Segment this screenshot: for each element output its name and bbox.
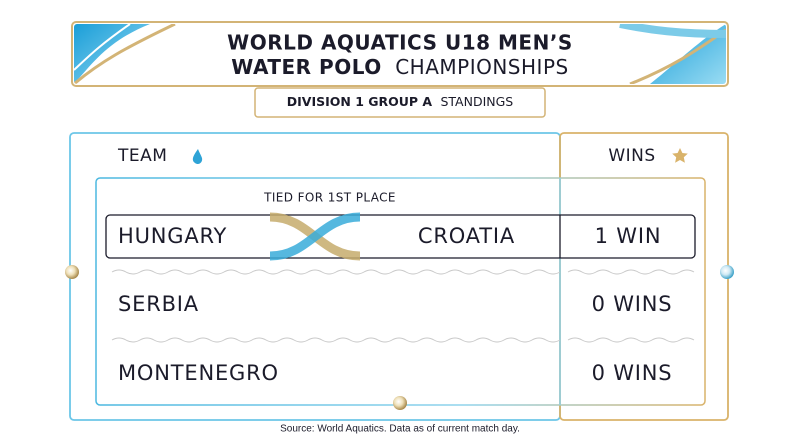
tied-row: HUNGARY CROATIA 1 WIN <box>105 212 696 261</box>
team-name: SERBIA <box>118 292 199 316</box>
tied-note: TIED FOR 1ST PLACE <box>263 191 396 205</box>
wins-header: WINS <box>608 146 655 166</box>
wave-divider <box>111 337 561 343</box>
subtitle-bold: DIVISION 1 GROUP A <box>287 94 433 109</box>
banner: WORLD AQUATICS U18 MEN’S WATER POLO CHAM… <box>71 21 729 87</box>
subtitle-text: DIVISION 1 GROUP A STANDINGS <box>287 94 514 109</box>
source-note: Source: World Aquatics. Data as of curre… <box>280 424 520 435</box>
team-name: CROATIA <box>418 224 515 248</box>
subtitle: DIVISION 1 GROUP A STANDINGS <box>254 87 546 118</box>
wins-value: 1 WIN <box>595 224 662 248</box>
team-name: MONTENEGRO <box>118 361 279 385</box>
title-line-2: WATER POLO CHAMPIONSHIPS <box>231 55 568 79</box>
title-bold: WATER POLO <box>231 55 381 79</box>
wins-value: 0 WINS <box>592 361 673 385</box>
wins-value: 0 WINS <box>592 292 673 316</box>
subtitle-light: STANDINGS <box>440 94 513 109</box>
wave-divider <box>111 269 561 275</box>
team-name: HUNGARY <box>118 224 227 248</box>
title-line-1: WORLD AQUATICS U18 MEN’S <box>227 31 573 55</box>
wave-divider <box>567 269 695 275</box>
team-header: TEAM <box>117 146 167 166</box>
drop-icon <box>192 149 203 165</box>
star-icon <box>672 148 688 163</box>
wave-divider <box>567 337 695 343</box>
title-light: CHAMPIONSHIPS <box>395 55 569 79</box>
